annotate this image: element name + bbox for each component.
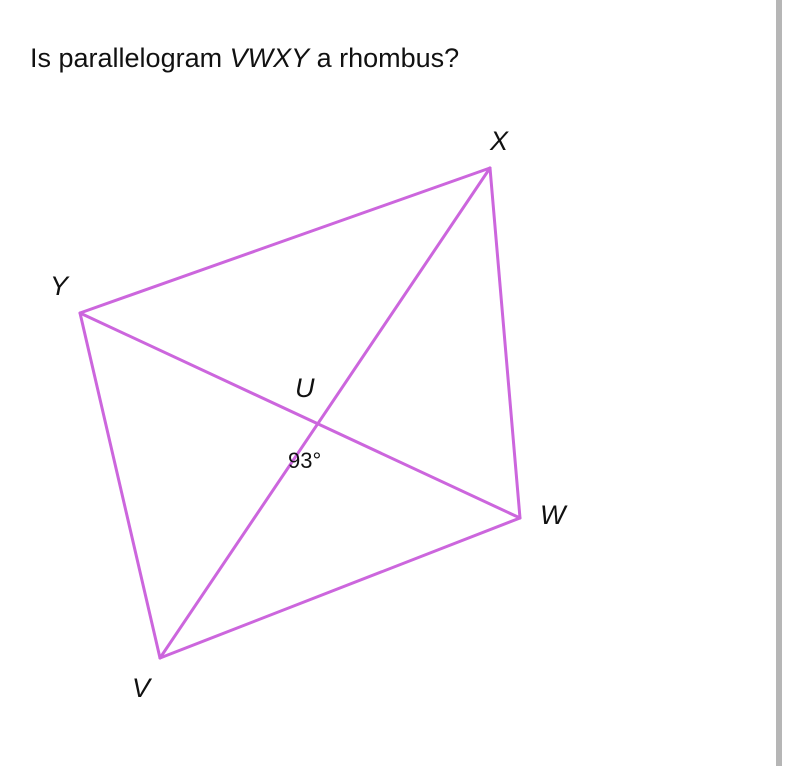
- question-suffix: a rhombus?: [309, 43, 459, 73]
- question-shape: VWXY: [230, 43, 310, 73]
- vertex-label-u: U: [295, 373, 315, 404]
- vertex-label-v: V: [132, 673, 150, 704]
- vertex-label-w: W: [540, 500, 565, 531]
- vertex-label-y: Y: [50, 271, 68, 302]
- angle-label: 93°: [288, 448, 321, 474]
- scrollbar-edge: [776, 0, 782, 766]
- vertex-label-x: X: [490, 126, 508, 157]
- rhombus-diagram: X Y W V U 93°: [30, 88, 730, 708]
- question-prefix: Is parallelogram: [30, 43, 230, 73]
- question-text: Is parallelogram VWXY a rhombus?: [30, 40, 730, 78]
- diagram-svg: [30, 88, 730, 708]
- content-frame: Is parallelogram VWXY a rhombus? X Y W V…: [0, 0, 760, 766]
